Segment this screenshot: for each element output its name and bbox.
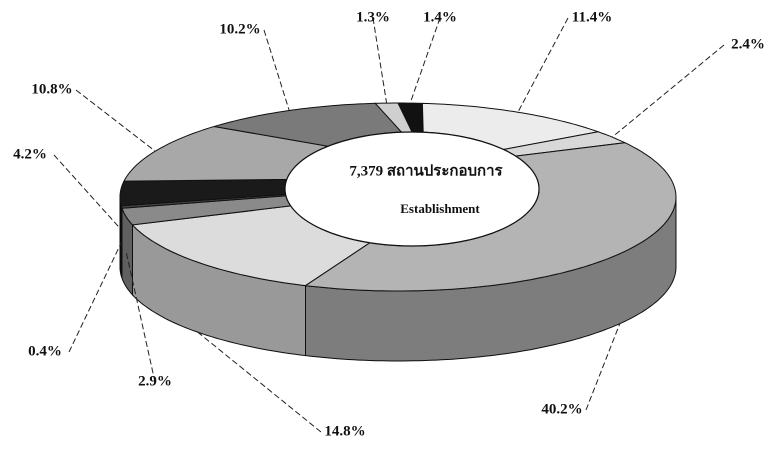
data-label: 4.2% [13, 146, 47, 162]
labels: 1.4% 11.4% 2.4% 40.2% 14.8% 2.9% 0.4% 4.2% 10.8%… [13, 9, 765, 439]
slice-side-shade [120, 197, 122, 276]
leader-line [263, 29, 290, 111]
slice-side-shade [122, 208, 133, 295]
slice-side-shade [132, 224, 306, 356]
center-label: Establishment [400, 201, 480, 216]
leader-line [409, 17, 441, 104]
data-label: 14.8% [324, 423, 365, 439]
data-label: 10.8% [31, 81, 72, 97]
leader-line [125, 251, 156, 383]
leader-line [68, 241, 123, 353]
data-label: 11.4% [572, 9, 612, 25]
leader-line [75, 89, 156, 152]
leader-line [517, 17, 569, 113]
data-label: 2.4% [731, 36, 765, 52]
leader-line [611, 44, 725, 138]
slice-walls [119, 196, 677, 362]
data-label: 40.2% [541, 401, 582, 417]
leader-line [53, 154, 121, 229]
data-label: 1.3% [356, 9, 390, 25]
leader-line [585, 323, 621, 411]
data-label: 2.9% [138, 373, 172, 389]
slice-side-shade [305, 197, 676, 361]
center-label: 7,379 สถานประกอบการ [349, 163, 503, 179]
donut-hole [284, 131, 540, 247]
leader-line [372, 17, 388, 104]
data-label: 1.4% [423, 9, 457, 25]
data-label: 10.2% [219, 21, 260, 37]
data-label: 0.4% [28, 343, 62, 359]
